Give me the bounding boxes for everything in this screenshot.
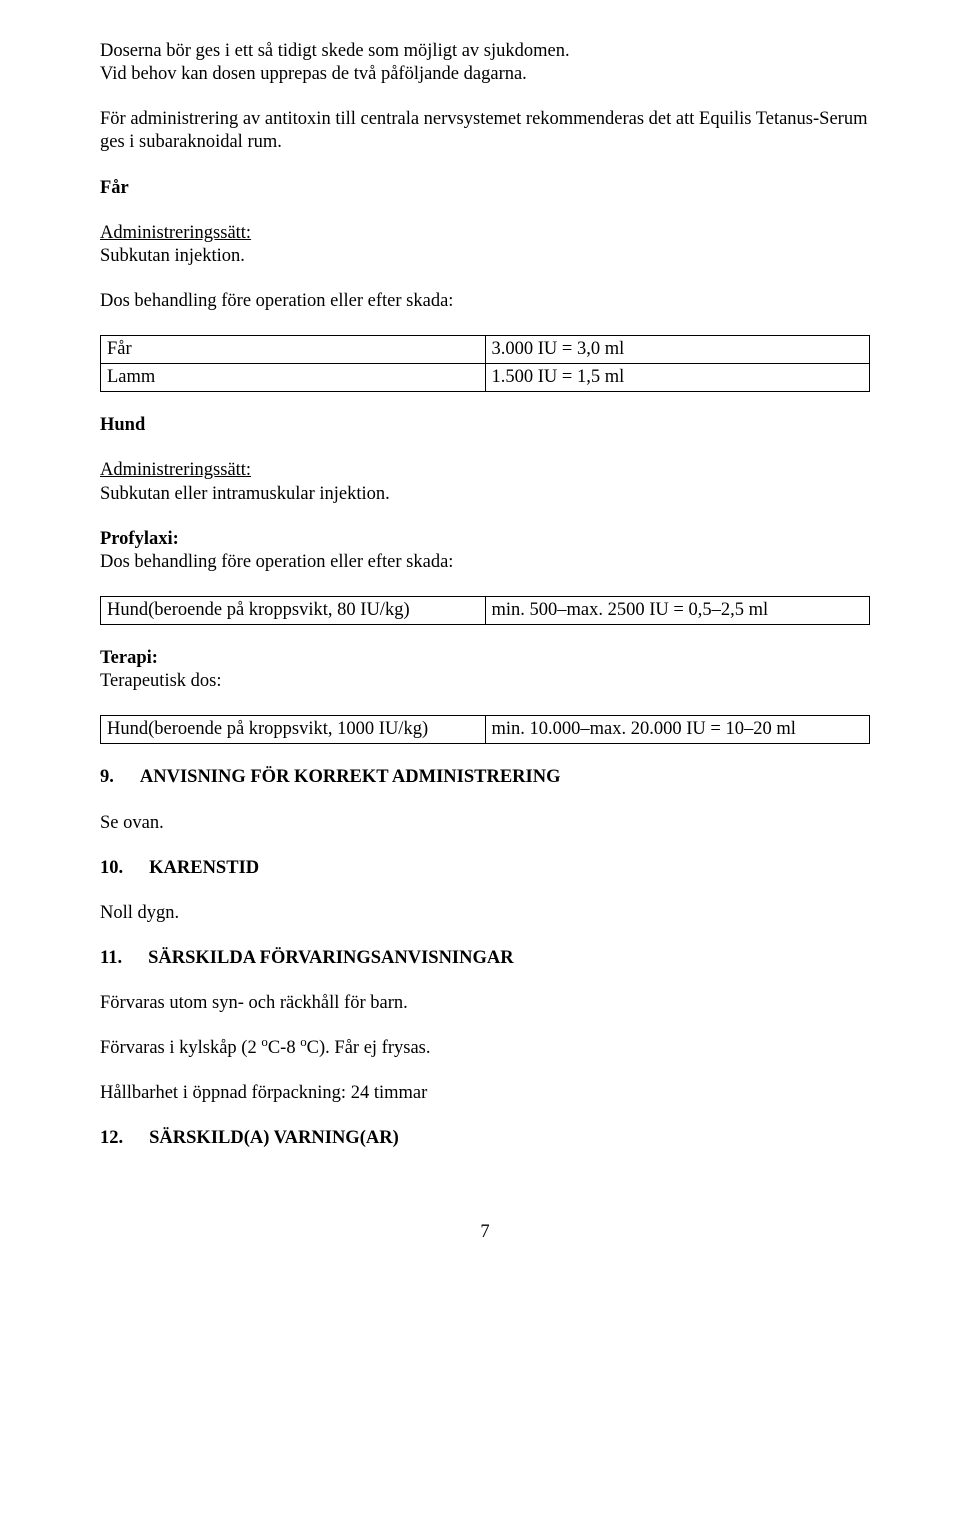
text: C-8 xyxy=(268,1038,300,1058)
table-row: Hund(beroende på kroppsvikt, 80 IU/kg) m… xyxy=(101,596,870,624)
profylaxi-label: Profylaxi: xyxy=(100,529,179,549)
hund-terapi: Terapi: Terapeutisk dos: xyxy=(100,647,870,693)
intro-line: Doserna bör ges i ett så tidigt skede so… xyxy=(100,41,570,61)
section-number: 9. xyxy=(100,766,114,789)
section-9-heading: 9. ANVISNING FÖR KORREKT ADMINISTRERING xyxy=(100,766,870,789)
far-dose-label: Dos behandling före operation eller efte… xyxy=(100,290,870,313)
table-cell: Hund(beroende på kroppsvikt, 1000 IU/kg) xyxy=(101,716,486,744)
admin-label: Administreringssätt: xyxy=(100,460,251,480)
text: C). Får ej frysas. xyxy=(307,1038,431,1058)
section-12-heading: 12. SÄRSKILD(A) VARNING(AR) xyxy=(100,1127,870,1150)
section-title: KARENSTID xyxy=(149,857,259,880)
section-title: SÄRSKILDA FÖRVARINGSANVISNINGAR xyxy=(148,947,513,970)
intro-paragraph: Doserna bör ges i ett så tidigt skede so… xyxy=(100,40,870,86)
text: Förvaras i kylskåp (2 xyxy=(100,1038,261,1058)
hund-admin: Administreringssätt: Subkutan eller intr… xyxy=(100,459,870,505)
admin-value: Subkutan eller intramuskular injektion. xyxy=(100,484,390,504)
profylaxi-text: Dos behandling före operation eller efte… xyxy=(100,552,453,572)
section-11-p2: Förvaras i kylskåp (2 oC-8 oC). Får ej f… xyxy=(100,1037,870,1060)
far-heading: Får xyxy=(100,177,870,200)
section-title: ANVISNING FÖR KORREKT ADMINISTRERING xyxy=(140,766,561,789)
section-number: 12. xyxy=(100,1127,123,1150)
far-dose-table: Får 3.000 IU = 3,0 ml Lamm 1.500 IU = 1,… xyxy=(100,335,870,392)
terapi-text: Terapeutisk dos: xyxy=(100,671,222,691)
terapi-label: Terapi: xyxy=(100,648,158,668)
table-cell: 3.000 IU = 3,0 ml xyxy=(485,336,870,364)
section-number: 11. xyxy=(100,947,122,970)
section-10-heading: 10. KARENSTID xyxy=(100,857,870,880)
table-cell: Lamm xyxy=(101,364,486,392)
hund-profylaxi: Profylaxi: Dos behandling före operation… xyxy=(100,528,870,574)
table-cell: min. 500–max. 2500 IU = 0,5–2,5 ml xyxy=(485,596,870,624)
section-title: SÄRSKILD(A) VARNING(AR) xyxy=(149,1127,399,1150)
page-number: 7 xyxy=(100,1221,870,1244)
section-10-body: Noll dygn. xyxy=(100,902,870,925)
admin-label: Administreringssätt: xyxy=(100,223,251,243)
admin-value: Subkutan injektion. xyxy=(100,246,245,266)
table-cell: min. 10.000–max. 20.000 IU = 10–20 ml xyxy=(485,716,870,744)
table-row: Hund(beroende på kroppsvikt, 1000 IU/kg)… xyxy=(101,716,870,744)
section-11-p3: Hållbarhet i öppnad förpackning: 24 timm… xyxy=(100,1082,870,1105)
section-11-heading: 11. SÄRSKILDA FÖRVARINGSANVISNINGAR xyxy=(100,947,870,970)
intro-paragraph: För administrering av antitoxin till cen… xyxy=(100,108,870,154)
table-cell: Hund(beroende på kroppsvikt, 80 IU/kg) xyxy=(101,596,486,624)
section-9-body: Se ovan. xyxy=(100,812,870,835)
table-cell: 1.500 IU = 1,5 ml xyxy=(485,364,870,392)
section-number: 10. xyxy=(100,857,123,880)
hund-heading: Hund xyxy=(100,414,870,437)
hund-terapi-table: Hund(beroende på kroppsvikt, 1000 IU/kg)… xyxy=(100,715,870,744)
intro-line: Vid behov kan dosen upprepas de två påfö… xyxy=(100,64,527,84)
hund-profylaxi-table: Hund(beroende på kroppsvikt, 80 IU/kg) m… xyxy=(100,596,870,625)
far-admin: Administreringssätt: Subkutan injektion. xyxy=(100,222,870,268)
section-11-p1: Förvaras utom syn- och räckhåll för barn… xyxy=(100,992,870,1015)
table-row: Lamm 1.500 IU = 1,5 ml xyxy=(101,364,870,392)
table-row: Får 3.000 IU = 3,0 ml xyxy=(101,336,870,364)
table-cell: Får xyxy=(101,336,486,364)
